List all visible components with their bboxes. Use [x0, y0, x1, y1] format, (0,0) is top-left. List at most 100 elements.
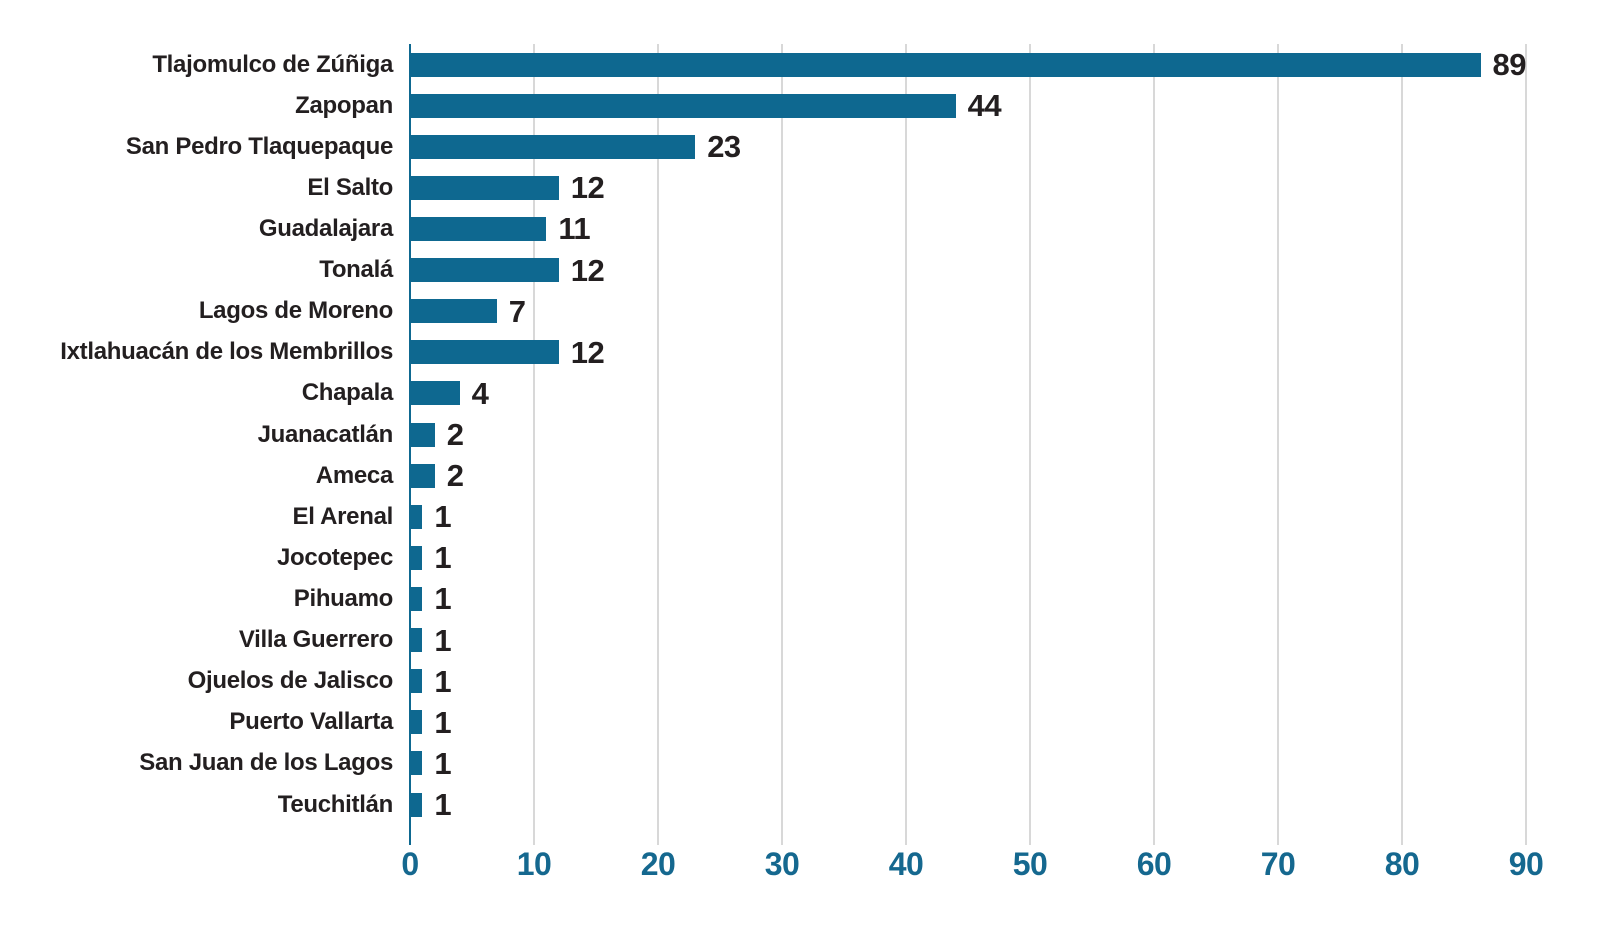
gridline-30: [781, 44, 783, 845]
x-axis: 0 10 20 30 40 50 60 70 80 90: [0, 846, 1606, 890]
category-label: Villa Guerrero: [238, 626, 393, 654]
gridline-50: [1029, 44, 1031, 845]
x-tick-label: 30: [764, 846, 800, 882]
category-label: Jocotepec: [276, 543, 393, 571]
bar: [410, 545, 423, 570]
value-label: 12: [570, 170, 605, 206]
category-label: Pihuamo: [293, 584, 394, 612]
category-label: Guadalajara: [258, 214, 393, 242]
bar-row: San Juan de los Lagos 1: [0, 743, 1606, 784]
bar: [410, 340, 559, 365]
value-label: 1: [434, 663, 452, 699]
bar-track: 12: [410, 337, 1526, 368]
bar-track: 7: [410, 296, 1526, 327]
bar-row: Jocotepec 1: [0, 537, 1606, 578]
value-label: 11: [558, 211, 591, 247]
bar-track: 1: [410, 542, 1526, 573]
bar: [410, 751, 423, 776]
bar-track: 1: [410, 625, 1526, 656]
bar-track: 2: [410, 419, 1526, 450]
bar-row: Tonalá 12: [0, 250, 1606, 291]
x-tick-label: 90: [1508, 846, 1544, 882]
bar-track: 1: [410, 707, 1526, 738]
category-label: Tonalá: [319, 256, 393, 284]
bar-track: 1: [410, 666, 1526, 697]
bar-row: Villa Guerrero 1: [0, 620, 1606, 661]
bar-track: 44: [410, 90, 1526, 121]
bar-track: 12: [410, 172, 1526, 203]
value-label: 12: [570, 334, 605, 370]
category-label: Tlajomulco de Zúñiga: [152, 50, 393, 78]
bar: [410, 463, 435, 488]
bar-row: San Pedro Tlaquepaque 23: [0, 126, 1606, 167]
bar: [410, 299, 497, 324]
value-label: 1: [434, 540, 452, 576]
bar: [410, 422, 435, 447]
bar-rows: Tlajomulco de Zúñiga 89 Zapopan 44 San Pedro…: [0, 44, 1606, 825]
bar-row: Tlajomulco de Zúñiga 89: [0, 44, 1606, 85]
bar-row: Pihuamo 1: [0, 578, 1606, 619]
bar: [410, 216, 547, 241]
category-label: El Arenal: [292, 502, 394, 530]
bar-track: 4: [410, 378, 1526, 409]
bar-row: Ixtlahuacán de los Membrillos 12: [0, 332, 1606, 373]
value-label: 2: [446, 458, 464, 494]
x-tick-label: 20: [640, 846, 676, 882]
bar-row: Zapopan 44: [0, 85, 1606, 126]
bar-track: 1: [410, 748, 1526, 779]
category-label: Chapala: [301, 379, 394, 407]
category-label: Ameca: [315, 461, 394, 489]
value-label: 1: [434, 622, 452, 658]
bar-track: 12: [410, 255, 1526, 286]
bar-track: 1: [410, 583, 1526, 614]
bar: [410, 586, 423, 611]
gridline-10: [533, 44, 535, 845]
bar: [410, 669, 423, 694]
category-label: Ixtlahuacán de los Membrillos: [60, 338, 393, 366]
bar-row: Chapala 4: [0, 373, 1606, 414]
bar: [410, 381, 460, 406]
bar-row: Ameca 2: [0, 455, 1606, 496]
gridline-40: [905, 44, 907, 845]
gridline-20: [657, 44, 659, 845]
category-label: Puerto Vallarta: [229, 708, 393, 736]
bar: [410, 504, 423, 529]
category-label: Lagos de Moreno: [198, 297, 393, 325]
bar-row: Puerto Vallarta 1: [0, 702, 1606, 743]
value-label: 1: [434, 704, 452, 740]
category-label: Ojuelos de Jalisco: [187, 667, 394, 695]
bar: [410, 710, 423, 735]
value-label: 44: [967, 88, 1002, 124]
bar-row: El Arenal 1: [0, 496, 1606, 537]
bar: [410, 258, 559, 283]
gridline-90: [1525, 44, 1527, 845]
x-tick-label: 70: [1260, 846, 1296, 882]
bar-track: 23: [410, 131, 1526, 162]
bar-row: El Salto 12: [0, 167, 1606, 208]
bar-track: 1: [410, 501, 1526, 532]
value-label: 89: [1492, 47, 1527, 83]
x-tick-label: 50: [1012, 846, 1048, 882]
category-label: San Juan de los Lagos: [139, 749, 393, 777]
category-label: Teuchitlán: [277, 790, 394, 818]
bar-row: Ojuelos de Jalisco 1: [0, 661, 1606, 702]
bar: [410, 52, 1481, 77]
bar: [410, 134, 696, 159]
value-label: 7: [508, 293, 526, 329]
value-label: 1: [434, 745, 452, 781]
bar-row: Guadalajara 11: [0, 208, 1606, 249]
bar-row: Lagos de Moreno 7: [0, 291, 1606, 332]
bar-track: 89: [410, 49, 1527, 80]
value-label: 1: [434, 499, 452, 535]
bar: [410, 93, 956, 118]
x-tick-label: 60: [1136, 846, 1172, 882]
gridline-70: [1277, 44, 1279, 845]
category-label: Zapopan: [295, 91, 393, 119]
x-tick-label: 10: [516, 846, 552, 882]
bar-row: Teuchitlán 1: [0, 784, 1606, 825]
category-label: Juanacatlán: [257, 420, 394, 448]
bar: [410, 175, 559, 200]
bar: [410, 628, 423, 653]
bar-track: 1: [410, 789, 1526, 820]
